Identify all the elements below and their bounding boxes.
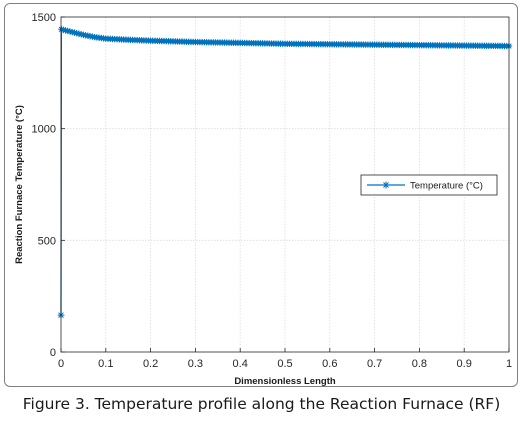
x-tick-label: 0.2 [143,358,158,370]
legend-marker [382,181,390,189]
x-tick-label: 1 [506,358,512,370]
y-tick-label: 1000 [32,124,56,136]
legend-marker-star [382,181,390,189]
legend-box [360,174,498,196]
x-tick-label: 0.7 [367,358,382,370]
x-tick-label: 0.8 [412,358,427,370]
temperature-chart: 0 0.1 0.2 0.3 0.4 0.5 0.6 0.7 0.8 0.9 1 0 500 1000 150… [14,12,513,387]
x-axis-label: Dimensionless Length [234,376,336,387]
x-tick-label: 0 [58,358,64,370]
y-tick-label: 500 [38,235,56,247]
y-tick-label: 0 [50,347,56,359]
x-tick-label: 0.4 [233,358,248,370]
axis-ticks: 0 0.1 0.2 0.3 0.4 0.5 0.6 0.7 0.8 0.9 1 0 500 1000 150… [32,12,513,370]
y-axis-label: Reaction Furnace Temperature (°C) [14,105,25,264]
series-layer [57,26,513,319]
series-markers [57,26,513,319]
x-tick-label: 0.9 [457,358,472,370]
grid-lines [61,17,509,352]
x-tick-label: 0.1 [98,358,113,370]
y-tick-label: 1500 [32,12,56,24]
x-tick-label: 0.3 [188,358,203,370]
x-tick-label: 0.6 [322,358,337,370]
legend-entry-label: Temperature (°C) [410,181,483,192]
legend: Temperature (°C) [360,174,498,196]
x-tick-label: 0.5 [277,358,292,370]
figure-caption: Figure 3. Temperature profile along the … [22,395,501,413]
